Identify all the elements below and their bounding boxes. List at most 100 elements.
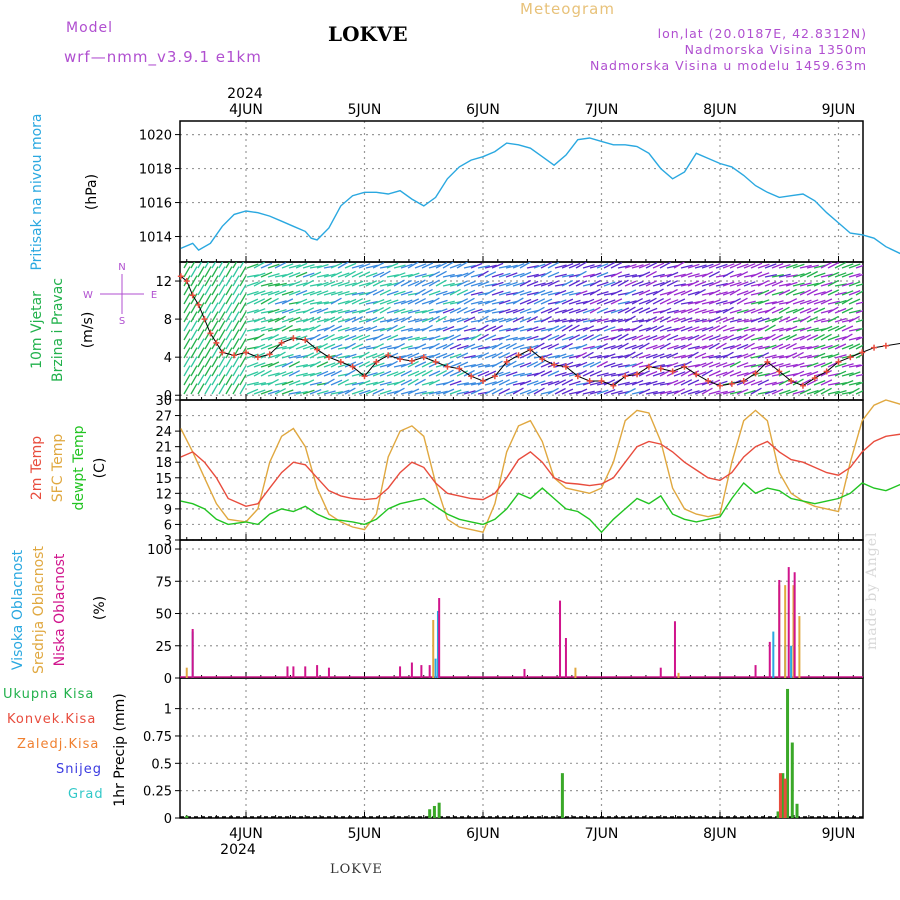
- wind-barb: [386, 360, 398, 368]
- wind-barb: [610, 289, 623, 296]
- wind-barb: [197, 302, 205, 314]
- wind-barb: [316, 390, 329, 395]
- wind-barb: [701, 369, 713, 377]
- wind-barb: [211, 311, 219, 323]
- wind-barb: [463, 382, 476, 386]
- wind-barb: [281, 389, 294, 395]
- wind-barb: [309, 265, 322, 269]
- wind-barb: [197, 320, 205, 332]
- wind-barb: [372, 388, 385, 395]
- wind-barb: [204, 284, 212, 296]
- wind-barb: [407, 309, 420, 314]
- precip-bar: [428, 809, 432, 818]
- wind-barb: [246, 298, 259, 305]
- wind-barb: [806, 316, 819, 323]
- wind-barb: [365, 381, 378, 386]
- wind-barb: [449, 263, 462, 269]
- wind-barb: [267, 290, 280, 296]
- wind-barb: [330, 281, 343, 287]
- wind-barb: [400, 315, 412, 323]
- wind-barb: [820, 354, 833, 359]
- wind-barb: [771, 300, 784, 305]
- wind-barb: [218, 338, 226, 350]
- wind-barb: [512, 362, 525, 368]
- y-tick-label: 24: [155, 425, 172, 440]
- y-tick-label: 21: [155, 441, 172, 456]
- wind-barb: [330, 379, 343, 386]
- wind-barb: [659, 298, 672, 305]
- wind-barb: [729, 360, 741, 368]
- wind-barb: [568, 262, 581, 269]
- high-cloud-ylabel: Visoka Oblacnost: [10, 549, 26, 670]
- wind-barb: [463, 354, 476, 359]
- wind-barb: [771, 262, 784, 269]
- cloud-bar-high: [772, 631, 775, 678]
- wind-barb: [477, 324, 489, 332]
- wind-barb: [414, 361, 427, 368]
- wind-barb: [421, 345, 434, 350]
- wind-barb: [281, 361, 294, 368]
- wind-barb: [659, 353, 672, 359]
- wind-barb: [820, 273, 833, 278]
- wind-barb: [673, 388, 686, 395]
- wind-barb: [771, 388, 784, 395]
- model-label: Model: [66, 20, 114, 36]
- wind-barb: [652, 281, 665, 287]
- wind-barb: [365, 325, 378, 332]
- wind-barb: [827, 353, 840, 359]
- wind-barb: [568, 380, 581, 386]
- wind-barb: [365, 372, 378, 377]
- wind-barb: [841, 272, 854, 278]
- wind-barb: [806, 282, 819, 287]
- panel-frame: [179, 677, 864, 819]
- compass-w: W: [83, 290, 93, 301]
- wind-barb: [449, 343, 462, 350]
- wind-barb: [225, 284, 233, 296]
- wind-barb: [638, 307, 651, 314]
- wind-barb: [246, 281, 259, 287]
- wind-barb: [743, 352, 756, 359]
- wind-barb: [365, 264, 378, 269]
- wind-barb: [274, 282, 287, 287]
- wind-barb: [526, 265, 539, 269]
- wind-barb: [428, 352, 441, 359]
- wind-barb: [344, 369, 356, 377]
- wind-barb: [330, 344, 343, 350]
- wind-barb: [547, 301, 560, 305]
- y-tick-label: 18: [155, 456, 172, 471]
- wind-barb: [190, 383, 198, 395]
- y-tick-label: 15: [155, 472, 172, 487]
- wind-barb: [645, 325, 658, 332]
- wind-barb: [841, 281, 854, 287]
- wind-barb: [813, 299, 826, 305]
- wind-barb: [358, 361, 370, 368]
- wind-barb: [232, 284, 240, 296]
- wind-barb: [533, 342, 545, 350]
- wind-barb: [183, 329, 191, 341]
- wind-barb: [197, 383, 205, 395]
- wind-barb: [708, 316, 721, 323]
- wind-barb: [659, 291, 672, 296]
- wind-barb: [841, 297, 853, 305]
- wind-barb: [463, 363, 476, 368]
- wind-barb: [757, 390, 770, 395]
- wind-barb: [631, 334, 644, 341]
- wind-barb: [344, 342, 356, 350]
- wind-barb: [323, 343, 336, 350]
- wind-barb: [302, 372, 315, 377]
- y-tick-label: 4: [164, 351, 172, 366]
- wind-barb: [288, 354, 301, 359]
- wind-barb: [484, 334, 497, 341]
- wind-barb: [645, 344, 658, 350]
- wind-barb: [414, 370, 427, 377]
- wind-barb: [680, 308, 693, 314]
- wind-barb: [302, 272, 315, 278]
- wind-barb: [225, 374, 233, 386]
- wind-barb: [393, 379, 406, 386]
- wind-barb: [708, 263, 721, 269]
- cloud-bar-high: [790, 645, 793, 678]
- wind-barb: [246, 290, 259, 296]
- wind-barb: [610, 328, 623, 332]
- wind-barb: [218, 365, 226, 377]
- wind-barb: [561, 354, 574, 359]
